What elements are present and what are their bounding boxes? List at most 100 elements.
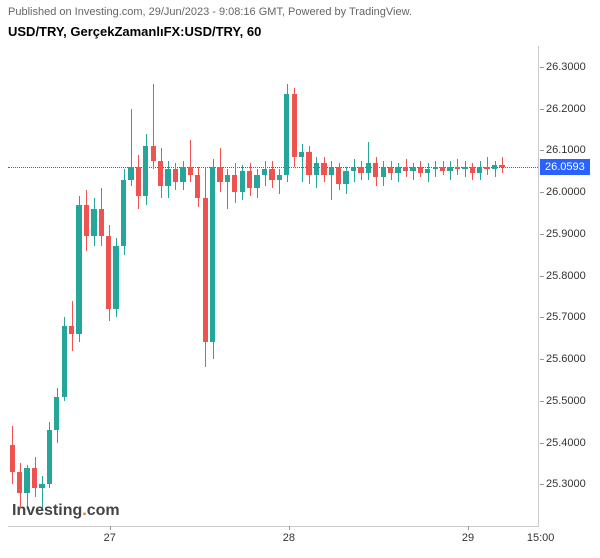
candle-body [121,180,126,247]
candle-body [62,326,67,397]
candle-body [54,397,59,430]
candle-body [17,472,22,493]
candle-body [232,175,237,192]
candle-wick [302,144,303,182]
candle-body [358,167,363,173]
candle-body [203,198,208,342]
candle-body [84,205,89,236]
candle-wick [413,163,414,180]
candle-wick [190,140,191,182]
candle-body [329,167,334,175]
candle-body [158,161,163,186]
candle-body [173,169,178,182]
candle-body [143,146,148,196]
candle-body [188,167,193,175]
candle-body [32,468,37,489]
candle-body [388,167,393,173]
y-tick-label: 25.6000 [546,353,586,365]
current-price-tag: 26.0593 [540,159,590,175]
candle-body [306,152,311,175]
candle-body [321,163,326,176]
candle-body [39,484,44,488]
y-tick-label: 25.9000 [546,228,586,240]
candle-body [299,152,304,156]
candle-body [462,167,467,169]
candle-body [151,146,156,161]
candle-body [262,169,267,175]
chart-container: Published on Investing.com, 29/Jun/2023 … [0,0,600,558]
candle-body [477,167,482,173]
candle-wick [465,161,466,178]
candle-body [455,167,460,169]
candle-body [225,175,230,181]
y-tick-mark [540,109,544,110]
x-tick-mark [110,526,111,530]
candle-wick [487,157,488,176]
candle-body [91,209,96,236]
candle-body [351,167,356,171]
candle-body [292,94,297,157]
y-tick-label: 25.8000 [546,270,586,282]
candle-wick [279,169,280,194]
y-tick-mark [540,192,544,193]
y-tick-mark [540,401,544,402]
candle-body [343,171,348,184]
candle-wick [435,161,436,178]
candle-body [99,209,104,236]
x-tick-mark [468,526,469,530]
y-tick-label: 26.3000 [546,61,586,73]
candle-body [447,167,452,171]
y-tick-label: 26.0000 [546,186,586,198]
y-tick-mark [540,67,544,68]
candle-body [247,171,252,188]
x-tick-label: 15:00 [527,532,555,544]
candle-body [484,167,489,169]
candle-body [410,167,415,171]
candle-body [425,169,430,173]
candle-body [128,167,133,180]
watermark-prefix: Investing [12,502,82,519]
candle-body [499,165,504,167]
candle-body [366,163,371,173]
candle-body [395,167,400,173]
y-tick-mark [540,359,544,360]
x-tick-label: 29 [462,532,474,544]
candle-body [210,167,215,342]
candle-body [24,468,29,493]
chart-plot-area[interactable] [8,46,539,527]
candle-body [76,205,81,334]
candle-body [47,430,52,484]
candle-body [470,167,475,173]
candle-body [440,167,445,171]
candle-body [254,175,259,188]
candle-body [69,326,74,334]
candle-body [403,167,408,171]
symbol-text: USD/TRY, GerçekZamanlıFX:USD/TRY, 60 [8,24,261,39]
candle-body [106,236,111,309]
candle-body [373,163,378,178]
candle-body [433,167,438,169]
y-tick-mark [540,150,544,151]
candle-body [336,167,341,184]
candle-body [277,175,282,179]
y-tick-mark [540,317,544,318]
candle-body [492,165,497,169]
y-tick-label: 25.4000 [546,437,586,449]
candle-body [418,167,423,173]
candle-body [284,94,289,175]
candle-body [240,171,245,192]
candle-body [269,169,274,179]
y-tick-label: 25.5000 [546,395,586,407]
x-axis: 27282915:00 [8,526,538,556]
investing-watermark: Investing.com [12,502,120,520]
candle-body [381,167,386,177]
y-axis: 25.3000 25.4000 25.5000 25.6000 25.7000 25.80… [540,46,595,526]
candle-body [195,175,200,198]
candle-body [10,445,15,472]
y-tick-label: 25.3000 [546,478,586,490]
y-tick-mark [540,276,544,277]
y-tick-mark [540,443,544,444]
y-tick-mark [540,234,544,235]
y-tick-label: 25.7000 [546,311,586,323]
x-tick-label: 28 [283,532,295,544]
